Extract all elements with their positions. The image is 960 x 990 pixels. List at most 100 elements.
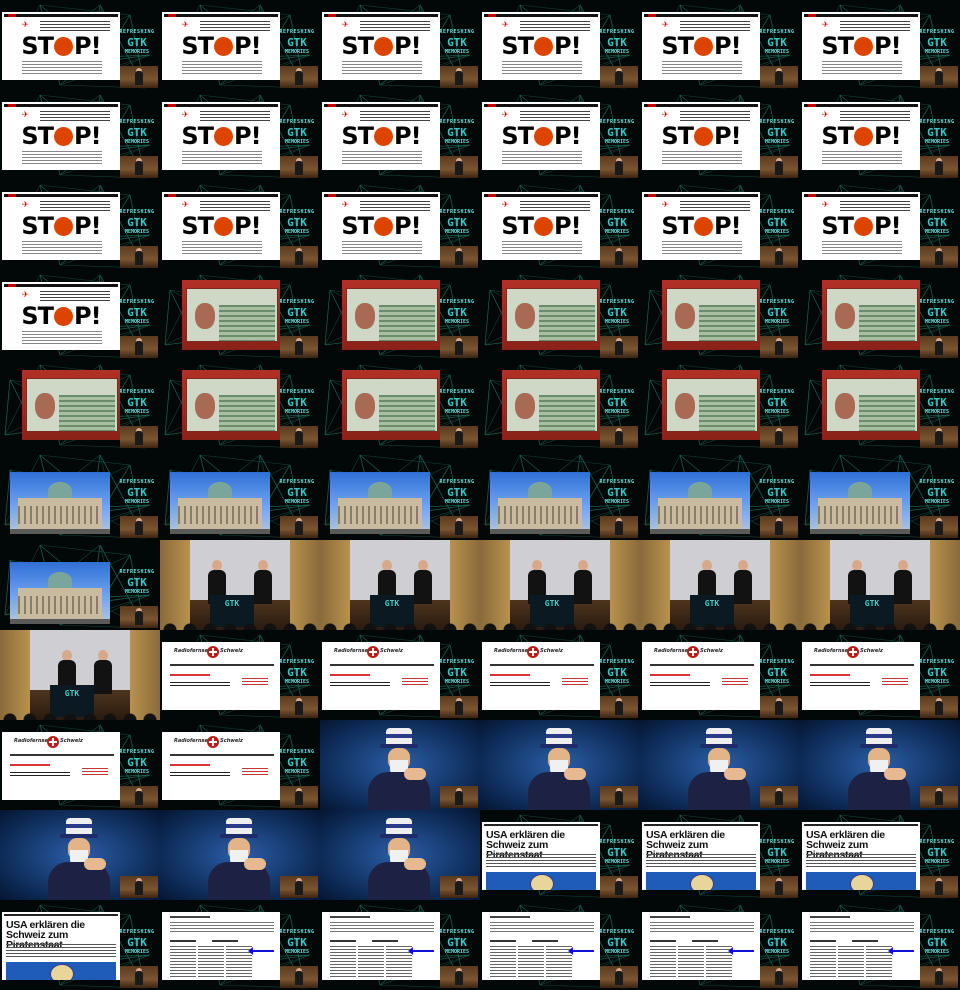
logo-line2: GTK <box>607 486 627 499</box>
thumbnail-stage[interactable]: GTK <box>480 540 640 630</box>
thumbnail-stop[interactable]: REFRESHING GTK MEMORIES ✈ ST P! <box>0 90 160 180</box>
thumbnail-photo[interactable]: REFRESHING GTK MEMORIES <box>160 270 320 360</box>
thumbnail-stop[interactable]: REFRESHING GTK MEMORIES ✈ ST P! <box>480 180 640 270</box>
thumbnail-news[interactable]: REFRESHING GTK MEMORIES Radiofernsehen S… <box>0 720 160 810</box>
list-slide <box>802 912 920 980</box>
thumbnail-photo[interactable]: REFRESHING GTK MEMORIES <box>640 360 800 450</box>
speaker-pip <box>440 426 478 448</box>
thumbnail-stop[interactable]: REFRESHING GTK MEMORIES ✈ ST P! <box>800 180 960 270</box>
thumbnail-news[interactable]: REFRESHING GTK MEMORIES Radiofernsehen S… <box>640 630 800 720</box>
thumbnail-stop[interactable]: REFRESHING GTK MEMORIES ✈ ST P! <box>0 180 160 270</box>
conference-logo: REFRESHING GTK MEMORIES <box>598 930 636 955</box>
thumbnail-sam[interactable] <box>800 720 960 810</box>
thumbnail-stop[interactable]: REFRESHING GTK MEMORIES ✈ ST P! <box>640 180 800 270</box>
thumbnail-stage[interactable]: GTK <box>160 540 320 630</box>
thumbnail-photo[interactable]: REFRESHING GTK MEMORIES <box>320 270 480 360</box>
logo-line1: REFRESHING <box>759 479 795 485</box>
logo-line3: MEMORIES <box>444 949 470 955</box>
thumbnail-photo[interactable]: REFRESHING GTK MEMORIES <box>800 360 960 450</box>
thumbnail-photo[interactable]: REFRESHING GTK MEMORIES <box>640 270 800 360</box>
thumbnail-photo[interactable]: REFRESHING GTK MEMORIES <box>0 360 160 450</box>
audience <box>160 620 320 630</box>
logo-line2: GTK <box>767 36 787 49</box>
thumbnail-usa[interactable]: REFRESHING GTK MEMORIES USA erklären die… <box>640 810 800 900</box>
logo-line1: REFRESHING <box>919 839 955 845</box>
thumbnail-building[interactable]: REFRESHING GTK MEMORIES <box>640 450 800 540</box>
thumbnail-photo[interactable]: REFRESHING GTK MEMORIES <box>320 360 480 450</box>
thumbnail-stage[interactable]: GTK <box>0 630 160 720</box>
thumbnail-list[interactable]: REFRESHING GTK MEMORIES <box>800 900 960 990</box>
thumbnail-building[interactable]: REFRESHING GTK MEMORIES <box>480 450 640 540</box>
stop-word: ST P! <box>21 212 101 240</box>
thumbnail-stop[interactable]: REFRESHING GTK MEMORIES ✈ ST P! <box>0 270 160 360</box>
thumbnail-stage[interactable]: GTK <box>320 540 480 630</box>
thumbnail-list[interactable]: REFRESHING GTK MEMORIES <box>480 900 640 990</box>
stop-slide: ✈ ST P! <box>802 102 920 170</box>
thumbnail-stop[interactable]: REFRESHING GTK MEMORIES ✈ ST P! <box>320 180 480 270</box>
speaker-pip <box>760 876 798 898</box>
thumbnail-building[interactable]: REFRESHING GTK MEMORIES <box>0 450 160 540</box>
thumbnail-sam[interactable] <box>160 810 320 900</box>
thumbnail-building[interactable]: REFRESHING GTK MEMORIES <box>0 540 160 630</box>
logo-line3: MEMORIES <box>764 859 790 865</box>
seal-icon <box>50 964 74 980</box>
thumbnail-usa[interactable]: REFRESHING GTK MEMORIES USA erklären die… <box>0 900 160 990</box>
speaker-pip <box>760 696 798 718</box>
thumbnail-building[interactable]: REFRESHING GTK MEMORIES <box>320 450 480 540</box>
stop-slide: ✈ ST P! <box>322 102 440 170</box>
thumbnail-stop[interactable]: REFRESHING GTK MEMORIES ✈ ST P! <box>800 90 960 180</box>
swiss-cross-icon <box>847 646 859 658</box>
logo-line1: REFRESHING <box>439 119 475 125</box>
thumbnail-stop[interactable]: REFRESHING GTK MEMORIES ✈ ST P! <box>320 90 480 180</box>
thumbnail-list[interactable]: REFRESHING GTK MEMORIES <box>160 900 320 990</box>
thumbnail-sam[interactable] <box>320 720 480 810</box>
thumbnail-news[interactable]: REFRESHING GTK MEMORIES Radiofernsehen S… <box>160 630 320 720</box>
arrow-icon <box>728 947 754 955</box>
thumbnail-stop[interactable]: REFRESHING GTK MEMORIES ✈ ST P! <box>160 90 320 180</box>
logo-line3: MEMORIES <box>764 229 790 235</box>
logo-line3: MEMORIES <box>604 319 630 325</box>
thumbnail-stop[interactable]: REFRESHING GTK MEMORIES ✈ ST P! <box>160 0 320 90</box>
thumbnail-list[interactable]: REFRESHING GTK MEMORIES <box>640 900 800 990</box>
speaker-pip <box>280 246 318 268</box>
thumbnail-stop[interactable]: REFRESHING GTK MEMORIES ✈ ST P! <box>640 0 800 90</box>
thumbnail-usa[interactable]: REFRESHING GTK MEMORIES USA erklären die… <box>480 810 640 900</box>
thumbnail-sam[interactable] <box>640 720 800 810</box>
thumbnail-stage[interactable]: GTK <box>640 540 800 630</box>
thumbnail-news[interactable]: REFRESHING GTK MEMORIES Radiofernsehen S… <box>320 630 480 720</box>
conference-logo: REFRESHING GTK MEMORIES <box>118 930 156 955</box>
thumbnail-sam[interactable] <box>480 720 640 810</box>
thumbnail-sam[interactable] <box>0 810 160 900</box>
thumbnail-photo[interactable]: REFRESHING GTK MEMORIES <box>160 360 320 450</box>
thumbnail-photo[interactable]: REFRESHING GTK MEMORIES <box>480 360 640 450</box>
conference-logo: REFRESHING GTK MEMORIES <box>918 120 956 145</box>
thumbnail-stop[interactable]: REFRESHING GTK MEMORIES ✈ ST P! <box>0 0 160 90</box>
logo-line1: REFRESHING <box>439 389 475 395</box>
thumbnail-building[interactable]: REFRESHING GTK MEMORIES <box>800 450 960 540</box>
thumbnail-stop[interactable]: REFRESHING GTK MEMORIES ✈ ST P! <box>480 0 640 90</box>
thumbnail-stop[interactable]: REFRESHING GTK MEMORIES ✈ ST P! <box>320 0 480 90</box>
thumbnail-news[interactable]: REFRESHING GTK MEMORIES Radiofernsehen S… <box>800 630 960 720</box>
thumbnail-stage[interactable]: GTK <box>800 540 960 630</box>
thumbnail-news[interactable]: REFRESHING GTK MEMORIES Radiofernsehen S… <box>480 630 640 720</box>
hand-icon <box>534 37 554 56</box>
thumbnail-stop[interactable]: REFRESHING GTK MEMORIES ✈ ST P! <box>160 180 320 270</box>
thumbnail-photo[interactable]: REFRESHING GTK MEMORIES <box>480 270 640 360</box>
parliament-building <box>330 472 430 534</box>
id-card-photo <box>662 370 760 440</box>
conference-logo: REFRESHING GTK MEMORIES <box>758 930 796 955</box>
stop-word: ST P! <box>501 122 581 150</box>
thumbnail-stop[interactable]: REFRESHING GTK MEMORIES ✈ ST P! <box>640 90 800 180</box>
thumbnail-sam[interactable] <box>320 810 480 900</box>
logo-line3: MEMORIES <box>284 139 310 145</box>
thumbnail-photo[interactable]: REFRESHING GTK MEMORIES <box>800 270 960 360</box>
thumbnail-stop[interactable]: REFRESHING GTK MEMORIES ✈ ST P! <box>480 90 640 180</box>
thumbnail-list[interactable]: REFRESHING GTK MEMORIES <box>320 900 480 990</box>
id-card-photo <box>822 280 920 350</box>
thumbnail-building[interactable]: REFRESHING GTK MEMORIES <box>160 450 320 540</box>
thumbnail-stop[interactable]: REFRESHING GTK MEMORIES ✈ ST P! <box>800 0 960 90</box>
thumbnail-usa[interactable]: REFRESHING GTK MEMORIES USA erklären die… <box>800 810 960 900</box>
conference-logo: REFRESHING GTK MEMORIES <box>758 120 796 145</box>
speaker-pip <box>920 786 958 808</box>
thumbnail-news[interactable]: REFRESHING GTK MEMORIES Radiofernsehen S… <box>160 720 320 810</box>
